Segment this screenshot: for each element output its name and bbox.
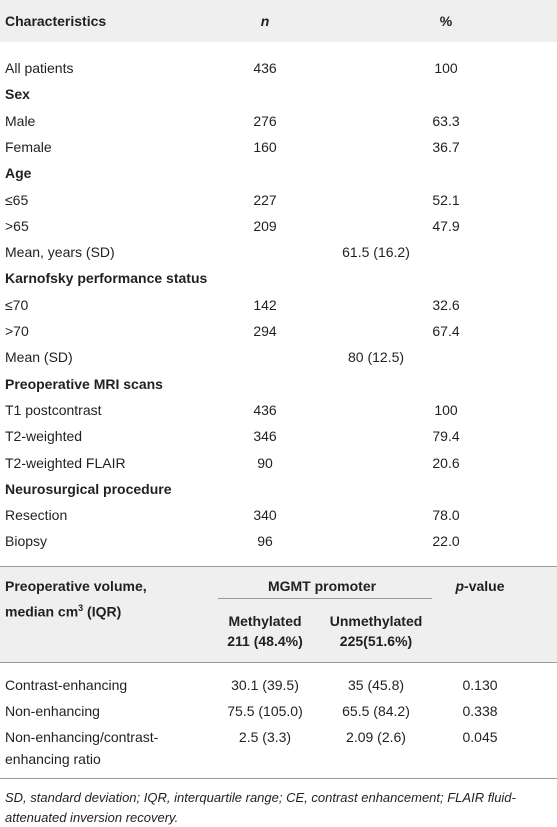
cell: 75.5 (105.0) <box>227 703 303 719</box>
rule <box>0 778 557 779</box>
section-label: Preoperative MRI scans <box>5 375 163 392</box>
column-header: Preoperative volume, <box>5 578 147 594</box>
cell: 63.3 <box>432 112 460 129</box>
cell: 340 <box>253 507 277 524</box>
row-label: T2-weighted <box>5 428 83 445</box>
cell: 78.0 <box>432 507 460 524</box>
column-header: Unmethylated <box>329 613 423 629</box>
row-label: T1 postcontrast <box>5 401 102 418</box>
cell: 36.7 <box>432 138 460 155</box>
header-band <box>0 566 557 662</box>
cell: 436 <box>253 401 277 418</box>
row-label: ≤65 <box>5 191 29 208</box>
section-label: Karnofsky performance status <box>5 270 208 287</box>
cell: 80 (12.5) <box>347 349 405 366</box>
header-text: median cm <box>5 603 79 620</box>
column-header: p-value <box>455 577 504 595</box>
header-text: p <box>455 578 465 594</box>
column-header: Characteristics <box>5 13 107 29</box>
cell: 79.4 <box>432 428 460 445</box>
rule <box>0 566 557 567</box>
row-label: All patients <box>5 60 74 76</box>
row-label: Biopsy <box>5 533 48 550</box>
cell: 0.338 <box>462 703 498 719</box>
section-label: Neurosurgical procedure <box>5 480 172 497</box>
column-header: n <box>260 13 270 29</box>
cell: 276 <box>253 112 277 129</box>
row-label: Male <box>5 112 36 129</box>
cell: 67.4 <box>432 323 460 339</box>
header-text: -value <box>464 578 505 594</box>
row-label: Resection <box>5 507 68 524</box>
row-label: Mean, years (SD) <box>5 244 115 261</box>
cell: 160 <box>253 138 277 155</box>
cell: 96 <box>257 533 273 550</box>
cell: 22.0 <box>432 533 460 550</box>
row-label: >70 <box>5 323 29 339</box>
row-label: Non-enhancing/contrast- <box>5 729 159 745</box>
column-header: % <box>439 13 453 29</box>
rule <box>0 662 557 663</box>
cell: 61.5 (16.2) <box>342 244 410 261</box>
group-rule <box>218 598 432 599</box>
cell: 47.9 <box>432 217 460 234</box>
cell: 30.1 (39.5) <box>231 677 299 693</box>
section-label: Age <box>5 165 32 182</box>
section-label: Sex <box>5 86 30 103</box>
row-label: ≤70 <box>5 296 29 313</box>
row-label: Contrast-enhancing <box>5 677 128 693</box>
row-label: enhancing ratio <box>5 751 101 767</box>
column-header: 211 (48.4%) <box>227 633 303 649</box>
row-label: Non-enhancing <box>5 703 100 719</box>
column-header: 225(51.6%) <box>339 633 413 649</box>
cell: 65.5 (84.2) <box>342 703 410 719</box>
row-label: Mean (SD) <box>5 349 73 366</box>
superscript: 3 <box>78 603 84 613</box>
row-label: Female <box>5 138 52 155</box>
cell: 52.1 <box>432 191 460 208</box>
cell: 100 <box>434 401 458 418</box>
cell: 90 <box>257 454 273 471</box>
column-header: median cm3 (IQR) <box>5 599 121 621</box>
cell: 2.5 (3.3) <box>238 729 292 745</box>
cell: 0.130 <box>462 677 498 693</box>
column-header: Methylated <box>228 613 302 629</box>
cell: 142 <box>253 296 277 313</box>
cell: 32.6 <box>432 296 460 313</box>
cell: 2.09 (2.6) <box>346 729 406 745</box>
cell: 35 (45.8) <box>347 677 405 693</box>
row-label: >65 <box>5 217 29 234</box>
cell: 0.045 <box>462 729 498 745</box>
footnote: SD, standard deviation; IQR, interquarti… <box>5 790 516 825</box>
cell: 209 <box>253 217 277 234</box>
cell: 346 <box>253 428 277 445</box>
cell: 294 <box>253 323 277 339</box>
cell: 227 <box>253 191 277 208</box>
cell: 100 <box>434 60 458 76</box>
group-header: MGMT promoter <box>267 578 377 594</box>
header-band <box>0 0 557 42</box>
cell: 436 <box>253 60 277 76</box>
row-label: T2-weighted FLAIR <box>5 454 126 471</box>
header-text: (IQR) <box>87 603 122 620</box>
cell: 20.6 <box>432 454 460 471</box>
